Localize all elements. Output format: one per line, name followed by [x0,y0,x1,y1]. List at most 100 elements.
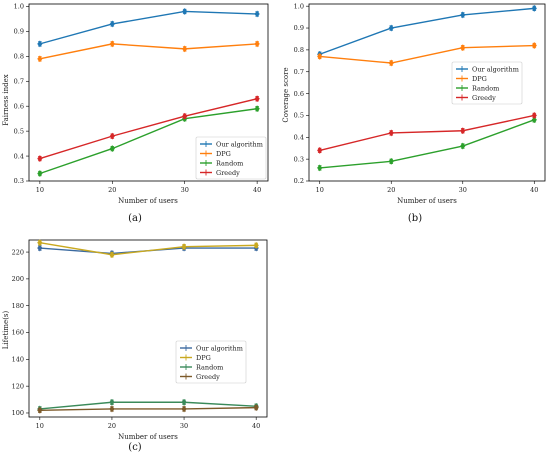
data-point [317,146,323,154]
legend-label: DPG [216,150,231,158]
data-point [37,244,43,252]
data-point [109,40,115,48]
x-tick-label: 40 [530,186,538,194]
legend-box [451,61,523,105]
data-point [37,55,43,63]
data-point [460,44,466,52]
data-point [181,405,187,413]
y-tick-label: 0.6 [14,102,24,110]
y-tick-label: 0.3 [294,155,304,163]
y-tick-label: 140 [12,356,24,364]
series-line [319,44,535,64]
data-point [182,112,188,120]
x-axis-label: Number of users [118,197,178,205]
series-line [39,10,258,45]
data-point [388,24,394,32]
y-tick-label: 0.5 [14,127,24,135]
y-tick-label: 0.7 [294,68,304,76]
y-tick-label: 100 [12,409,24,417]
legend-label: DPG [196,354,211,362]
y-tick-label: 120 [12,382,24,390]
legend-label: Greedy [472,94,496,102]
legend-label: Greedy [216,169,240,177]
y-tick-label: 0.2 [294,177,304,185]
x-tick-label: 20 [387,186,395,194]
y-axis-label: Fairness index [2,74,10,126]
series-line [39,43,258,60]
series-line [39,406,257,411]
legend-label: Random [472,84,499,92]
y-tick-label: 0.3 [14,177,24,185]
y-tick-label: 180 [12,302,24,310]
data-point [37,155,43,163]
y-tick-label: 1.0 [294,2,304,10]
x-tick-label: 20 [108,422,116,430]
data-point [388,157,394,165]
y-tick-label: 200 [12,275,24,283]
data-point [254,105,260,113]
panel-label-b: (b) [408,213,422,224]
series-line [39,98,258,160]
data-point [181,243,187,251]
data-point [182,7,188,16]
y-tick-label: 0.8 [294,46,304,54]
x-axis-label: Number of users [118,433,178,441]
y-axis-label: Lifetime(s) [2,310,10,349]
data-point [460,11,466,19]
series-line [319,119,535,169]
y-tick-label: 0.8 [14,53,24,61]
y-tick-label: 220 [12,248,24,256]
data-point [109,145,115,153]
y-tick-label: 0.9 [294,24,304,32]
series-line [39,108,258,175]
data-point [109,251,115,259]
data-point [109,20,115,28]
data-point [388,129,394,137]
data-point [317,52,323,60]
data-point [460,142,466,150]
data-point [460,127,466,135]
y-tick-label: 0.4 [294,133,304,141]
plot-frame [28,239,268,418]
y-tick-label: 0.7 [14,77,24,85]
x-tick-label: 10 [316,186,324,194]
x-tick-label: 10 [36,186,44,194]
x-tick-label: 30 [180,422,188,430]
x-tick-label: 40 [252,422,260,430]
plot-frame [308,3,546,182]
legend-label: Our algorithm [196,344,243,352]
data-point [109,405,115,413]
data-point [388,59,394,67]
legend-box [195,136,267,180]
data-point [253,404,259,412]
y-tick-label: 160 [12,329,24,337]
panel-label-c: (c) [128,442,142,453]
y-tick-label: 0.5 [294,112,304,120]
legend-label: DPG [472,75,487,83]
data-point [531,4,537,12]
series-line [39,401,257,410]
y-tick-label: 0.4 [14,152,24,160]
data-point [182,45,188,53]
legend-box [175,340,247,384]
data-point [254,40,260,48]
x-axis-label: Number of users [397,197,457,205]
chart-b: (b) 0.2 0.3 0.4 0.5 0.6 0.7 0.8 0.9 1.0 10 20 30 40 N… [282,2,546,224]
y-tick-label: 1.0 [14,3,24,11]
y-tick-label: 0.9 [14,28,24,36]
legend-label: Random [216,159,243,167]
data-point [37,239,43,247]
data-point [531,111,537,119]
data-point [37,40,43,48]
legend-label: Our algorithm [472,65,519,73]
x-tick-label: 40 [253,186,261,194]
panel-label-a: (a) [128,213,142,224]
x-tick-label: 30 [459,186,467,194]
series-line [39,241,257,256]
series-line [319,7,535,55]
data-point [531,41,537,50]
chart-a: (a) 0.3 0.4 0.5 0.6 0.7 0.8 0.9 1.0 10 20 30 40 Numb… [2,3,269,224]
plot-frame [28,3,269,182]
data-point [253,241,259,249]
